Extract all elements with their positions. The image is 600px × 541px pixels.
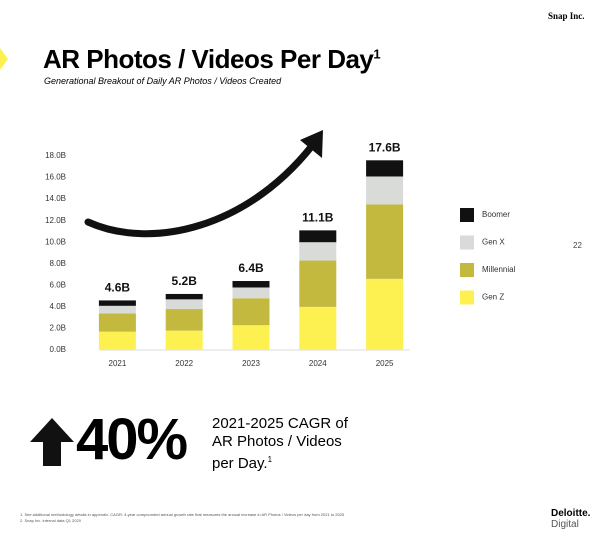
bar-segment bbox=[232, 298, 270, 326]
brand: Snap Inc. bbox=[548, 11, 585, 21]
chart: 0.0B 2.0B 4.0B 6.0B 8.0B 10.0B 12.0B 14.0B 16.0B… bbox=[45, 130, 516, 368]
bar-segment bbox=[98, 313, 136, 332]
bar-segment bbox=[165, 299, 203, 310]
bar-segment bbox=[366, 204, 404, 279]
y-tick-label: 16.0B bbox=[45, 173, 66, 182]
footer-logo: Deloitte. bbox=[551, 508, 591, 519]
x-tick-label: 2022 bbox=[175, 359, 193, 368]
footer-logo-sub: Digital bbox=[551, 519, 579, 530]
bar-segment bbox=[299, 306, 337, 350]
legend-swatch bbox=[460, 290, 474, 305]
bar-segment bbox=[299, 230, 337, 243]
page-number: 22 bbox=[573, 241, 582, 250]
total-label: 11.1B bbox=[302, 211, 334, 225]
callout-line: per Day.1 bbox=[212, 451, 348, 473]
total-label: 6.4B bbox=[238, 261, 264, 275]
callout-value: 40% bbox=[76, 407, 188, 472]
growth-arrow bbox=[84, 134, 322, 238]
bar-segment bbox=[165, 293, 203, 300]
bar-segment bbox=[98, 331, 136, 350]
legend-label: Boomer bbox=[482, 210, 510, 219]
y-tick-label: 4.0B bbox=[50, 302, 66, 311]
bar-segment bbox=[232, 325, 270, 350]
callout-line: 2021-2025 CAGR of bbox=[212, 415, 348, 432]
total-label: 17.6B bbox=[369, 140, 401, 154]
y-tick-label: 0.0B bbox=[50, 345, 66, 354]
legend-swatch bbox=[460, 263, 474, 277]
bar-segment bbox=[366, 278, 404, 350]
callout-line-text: per Day. bbox=[212, 455, 268, 472]
bar-segment bbox=[98, 300, 136, 306]
footnotes: 1. See additional methodology details in… bbox=[20, 512, 344, 524]
x-tick-label: 2023 bbox=[242, 359, 260, 368]
y-tick-label: 2.0B bbox=[50, 324, 66, 333]
accent-triangle bbox=[0, 48, 8, 70]
title-footnote: 1 bbox=[373, 46, 381, 62]
y-tick-label: 6.0B bbox=[50, 280, 66, 289]
up-arrow bbox=[30, 418, 74, 466]
growth-arrowhead bbox=[300, 130, 323, 158]
y-tick-label: 8.0B bbox=[50, 259, 66, 268]
legend-label: Gen X bbox=[482, 238, 505, 247]
x-tick-label: 2024 bbox=[309, 359, 327, 368]
title: AR Photos / Videos Per Day1 bbox=[43, 44, 381, 75]
bar-segment bbox=[366, 176, 404, 205]
bar-segment bbox=[299, 260, 337, 307]
title-text: AR Photos / Videos Per Day bbox=[43, 44, 374, 74]
x-tick-label: 2021 bbox=[109, 359, 127, 368]
total-label: 5.2B bbox=[172, 274, 198, 288]
bar-segment bbox=[165, 309, 203, 331]
bar-segment bbox=[232, 281, 270, 288]
y-tick-label: 14.0B bbox=[45, 194, 66, 203]
total-label: 4.6B bbox=[105, 281, 131, 295]
x-tick-label: 2025 bbox=[376, 359, 394, 368]
footnote: 2. Snap Inc. internal data Q1 2020 bbox=[20, 518, 81, 523]
bar-segment bbox=[366, 160, 404, 177]
callout-text: 2021-2025 CAGR of AR Photos / Videos per… bbox=[212, 415, 348, 473]
y-tick-label: 18.0B bbox=[45, 151, 66, 160]
callout-line: AR Photos / Videos bbox=[212, 433, 342, 450]
bar-segment bbox=[232, 287, 270, 299]
legend-label: Millennial bbox=[482, 265, 516, 274]
legend-label: Gen Z bbox=[482, 293, 504, 302]
footnote: 1. See additional methodology details in… bbox=[20, 512, 345, 517]
legend-swatch bbox=[460, 235, 474, 250]
bar-segment bbox=[165, 330, 203, 350]
subtitle: Generational Breakout of Daily AR Photos… bbox=[44, 76, 282, 86]
y-tick-label: 12.0B bbox=[45, 216, 66, 225]
bar-segment bbox=[98, 305, 136, 314]
y-tick-label: 10.0B bbox=[45, 237, 66, 246]
bar-segment bbox=[299, 242, 337, 261]
legend-swatch bbox=[460, 208, 474, 222]
callout-footnote: 1 bbox=[267, 455, 273, 464]
